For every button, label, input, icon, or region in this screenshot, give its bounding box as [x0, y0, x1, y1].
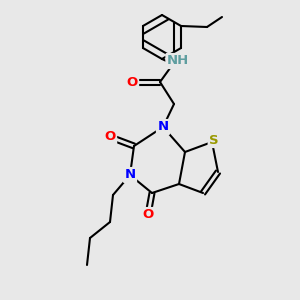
Text: NH: NH	[167, 55, 189, 68]
Text: O: O	[126, 76, 138, 88]
Text: S: S	[209, 134, 219, 146]
Text: O: O	[104, 130, 116, 143]
Text: N: N	[124, 169, 136, 182]
Text: O: O	[142, 208, 154, 221]
Text: N: N	[158, 121, 169, 134]
